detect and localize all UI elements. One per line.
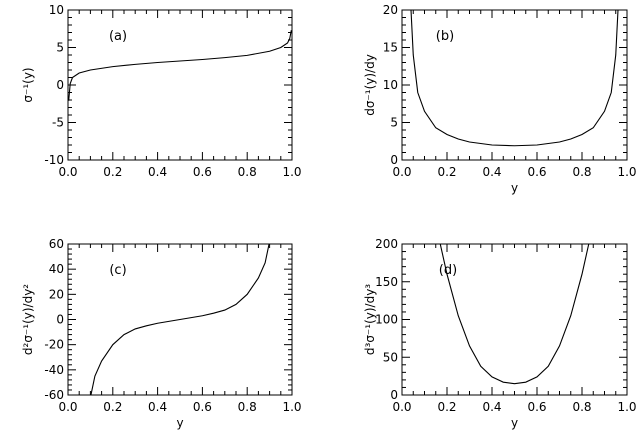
x-tick-label: 0.2: [103, 165, 122, 179]
panel-d: 0.0 0.2 0.4 0.6 0.8 1.0 0 50 100 150 200 y d³σ⁻¹(y)/…: [363, 237, 637, 430]
y-tick-label: 0: [390, 153, 398, 167]
x-tick-label: 0.2: [103, 400, 122, 414]
panel-label: (d): [439, 263, 457, 278]
x-tick-label: 0.2: [437, 400, 456, 414]
y-tick-label: 15: [383, 41, 398, 55]
x-tick-label: 0.8: [238, 400, 257, 414]
y-tick-label: 10: [49, 3, 64, 17]
x-tick-label: 0.6: [527, 165, 546, 179]
x-tick-label: 1.0: [282, 165, 301, 179]
x-tick-label: 1.0: [617, 400, 636, 414]
y-tick-label: 60: [49, 237, 64, 251]
series-line: [439, 244, 590, 385]
y-tick-label: 10: [383, 78, 398, 92]
y-tick-label: 100: [375, 313, 398, 327]
x-tick-label: 0.6: [193, 400, 212, 414]
x-axis-label: y: [511, 416, 518, 430]
panel-label: (b): [436, 29, 454, 44]
x-tick-label: 0.0: [58, 400, 77, 414]
x-tick-label: 0.0: [392, 400, 411, 414]
x-tick-label: 0.6: [527, 400, 546, 414]
y-axis-label: σ⁻¹(y): [21, 67, 35, 102]
y-tick-label: -20: [44, 338, 64, 352]
x-axis-label: y: [176, 416, 183, 430]
y-tick-label: -5: [52, 116, 64, 130]
y-axis-label: d³σ⁻¹(y)/dy³: [363, 284, 377, 355]
y-tick-label: 200: [375, 237, 398, 251]
panel-c: 0.0 0.2 0.4 0.6 0.8 1.0 -60 -40 -20 0 20 40 60 y d²σ⁻¹…: [21, 237, 302, 430]
y-tick-label: 20: [383, 3, 398, 17]
panel-label: (c): [109, 263, 126, 278]
x-tick-label: 0.4: [482, 400, 501, 414]
x-tick-label: 1.0: [617, 165, 636, 179]
y-tick-label: 50: [383, 350, 398, 364]
plot-frame: [401, 243, 628, 396]
x-tick-label: 1.0: [282, 400, 301, 414]
x-tick-label: 0.4: [482, 165, 501, 179]
series-line: [410, 10, 619, 147]
y-tick-label: 5: [390, 116, 398, 130]
x-tick-label: 0.8: [572, 165, 591, 179]
y-tick-label: 40: [49, 262, 64, 276]
panel-b: 0.0 0.2 0.4 0.6 0.8 1.0 0 5 10 15 20 y dσ⁻¹(y)/dy (b): [363, 3, 637, 195]
y-tick-label: 0: [56, 313, 64, 327]
x-tick-label: 0.2: [437, 165, 456, 179]
x-tick-label: 0.8: [572, 400, 591, 414]
y-tick-label: 150: [375, 275, 398, 289]
x-tick-label: 0.8: [238, 165, 257, 179]
x-tick-label: 0.0: [392, 165, 411, 179]
y-axis-label: d²σ⁻¹(y)/dy²: [21, 284, 35, 355]
panel-a: 0.0 0.2 0.4 0.6 0.8 1.0 -10 -5 0 5 10 σ⁻¹(y) (a): [21, 3, 302, 179]
series-line: [68, 30, 292, 101]
x-tick-label: 0.4: [148, 165, 167, 179]
y-tick-label: -60: [44, 388, 64, 402]
x-tick-label: 0.4: [148, 400, 167, 414]
panel-label: (a): [109, 29, 127, 44]
y-tick-label: 20: [49, 287, 64, 301]
y-tick-label: 0: [390, 388, 398, 402]
series-line: [90, 244, 270, 395]
y-tick-label: -40: [44, 363, 64, 377]
x-axis-label: y: [511, 181, 518, 195]
y-axis-label: dσ⁻¹(y)/dy: [363, 54, 377, 116]
x-tick-label: 0.6: [193, 165, 212, 179]
y-tick-label: 0: [56, 78, 64, 92]
x-tick-label: 0.0: [58, 165, 77, 179]
y-tick-label: 5: [56, 41, 64, 55]
y-tick-label: -10: [44, 153, 64, 167]
plot-frame: [67, 9, 293, 161]
